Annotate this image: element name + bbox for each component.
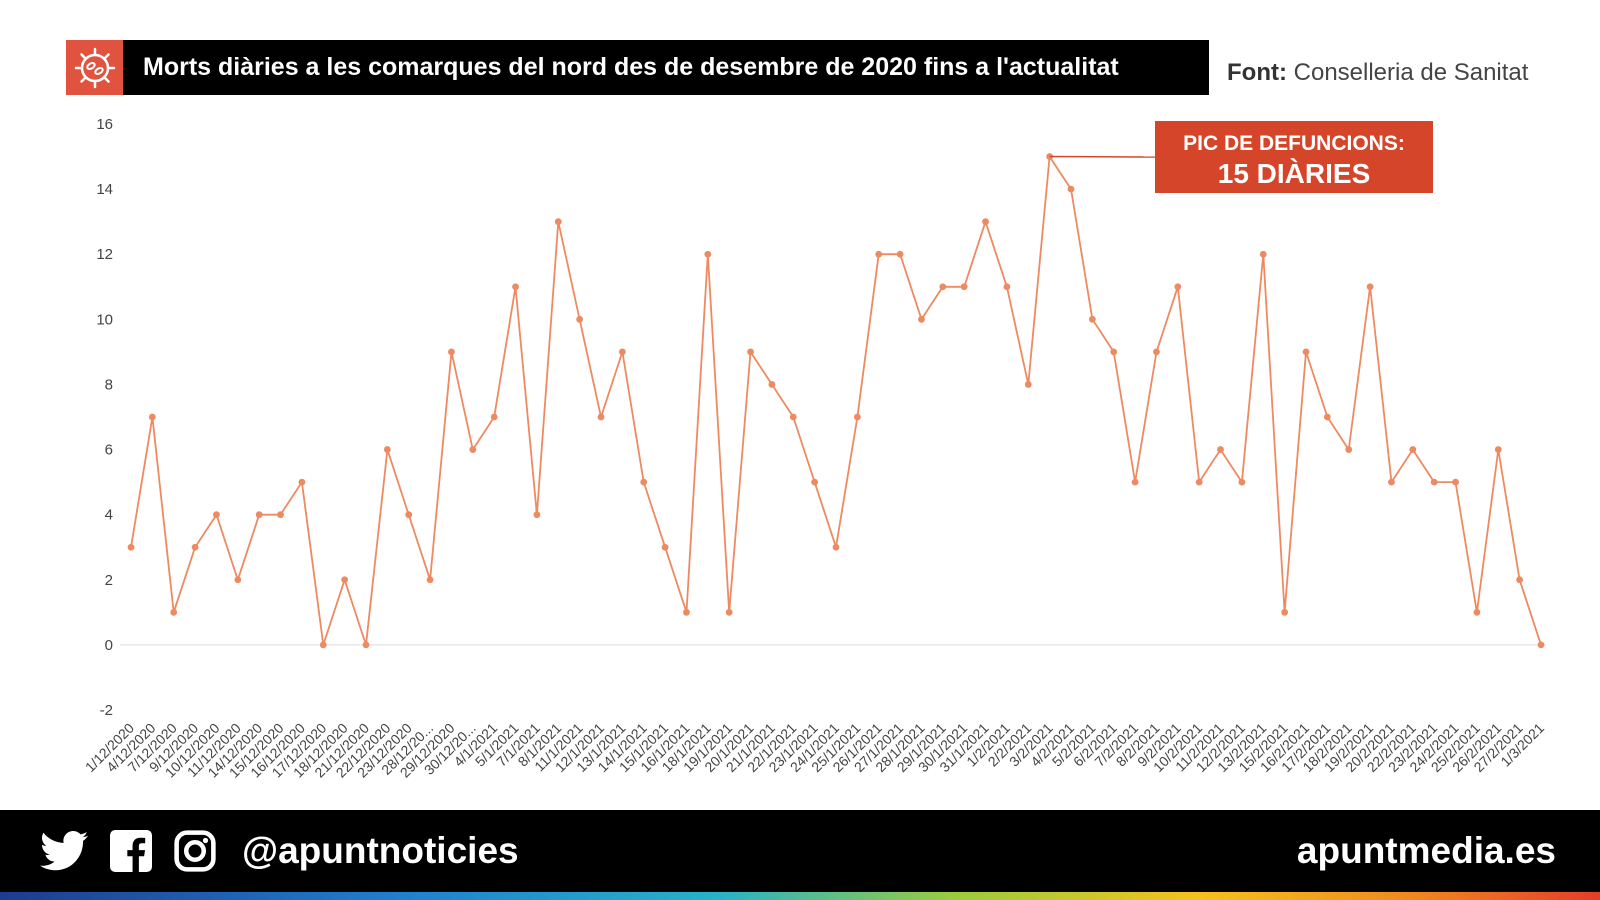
- data-point: [362, 641, 370, 649]
- data-point: [1067, 185, 1075, 193]
- y-axis: 16 14 12 10 8 6 4 2 0 -2: [96, 116, 113, 719]
- source-label: Font:: [1227, 59, 1287, 86]
- data-point: [127, 543, 135, 551]
- data-point: [1281, 608, 1289, 616]
- rainbow-stripe: [0, 892, 1600, 900]
- plot-area: [120, 153, 1545, 649]
- data-point: [405, 511, 413, 519]
- data-point: [725, 608, 733, 616]
- y-tick-label: 10: [96, 311, 113, 328]
- data-point: [618, 348, 626, 356]
- social-links: @apuntnoticies: [40, 810, 519, 892]
- data-point: [704, 250, 712, 258]
- data-point: [789, 413, 797, 421]
- data-point: [533, 511, 541, 519]
- data-point: [1217, 446, 1224, 453]
- data-point: [939, 283, 947, 291]
- data-point: [469, 446, 477, 453]
- data-point: [298, 478, 306, 486]
- data-point: [1088, 315, 1096, 323]
- data-point: [1110, 348, 1118, 356]
- data-point: [1452, 478, 1459, 486]
- data-point: [811, 478, 819, 486]
- y-tick-label: 8: [105, 376, 113, 393]
- data-point: [554, 218, 562, 226]
- y-tick-label: 0: [105, 637, 113, 654]
- data-point: [875, 250, 883, 258]
- data-point: [832, 543, 840, 551]
- data-point: [426, 576, 434, 584]
- callout-line2: 15 DIÀRIES: [1217, 158, 1371, 189]
- data-point: [1131, 478, 1139, 486]
- virus-icon: [66, 40, 123, 95]
- data-point: [896, 250, 904, 258]
- data-point: [1003, 283, 1011, 291]
- x-axis: 1/12/20204/12/20207/12/20209/12/202010/1…: [82, 720, 1548, 781]
- data-point: [918, 315, 925, 323]
- data-point: [1195, 478, 1203, 486]
- y-tick-label: -2: [100, 702, 113, 719]
- data-point: [148, 413, 156, 421]
- social-handle[interactable]: @apuntnoticies: [242, 830, 519, 871]
- data-point: [576, 315, 584, 323]
- instagram-icon[interactable]: [174, 830, 216, 872]
- data-point: [768, 381, 776, 388]
- title-bar: Morts diàries a les comarques del nord d…: [66, 40, 1209, 95]
- y-tick-label: 16: [96, 116, 113, 133]
- data-point: [341, 576, 349, 584]
- callout-line1: PIC DE DEFUNCIONS:: [1183, 132, 1405, 155]
- data-point: [1024, 381, 1032, 388]
- data-point: [683, 608, 690, 616]
- data-point: [597, 413, 605, 421]
- data-point: [213, 511, 220, 519]
- data-point: [383, 446, 391, 453]
- data-point: [1388, 478, 1395, 486]
- data-point: [640, 478, 648, 486]
- data-point: [319, 641, 327, 649]
- data-point: [1345, 446, 1353, 453]
- data-point: [490, 413, 498, 421]
- source-value: Conselleria de Sanitat: [1293, 59, 1529, 86]
- data-point: [853, 413, 861, 421]
- source-note: Font: Conselleria de Sanitat: [1227, 59, 1528, 87]
- data-point: [1259, 250, 1267, 258]
- data-point: [1302, 348, 1310, 356]
- line-chart: 16 14 12 10 8 6 4 2 0 -2 1/12/20204/12/20207/12/2…: [82, 116, 1548, 781]
- data-point: [982, 218, 989, 226]
- twitter-icon[interactable]: [40, 831, 88, 871]
- y-tick-label: 12: [96, 246, 113, 263]
- chart-title: Morts diàries a les comarques del nord d…: [143, 53, 1119, 81]
- data-point: [1473, 608, 1481, 616]
- site-url[interactable]: apuntmedia.es: [1296, 830, 1556, 871]
- data-point: [277, 511, 284, 519]
- facebook-icon[interactable]: [110, 830, 152, 872]
- data-point: [661, 543, 669, 551]
- data-point: [448, 348, 455, 356]
- data-point: [255, 511, 263, 519]
- data-point: [1516, 576, 1524, 584]
- y-tick-label: 6: [105, 442, 113, 459]
- y-tick-label: 4: [105, 507, 113, 524]
- data-point: [234, 576, 242, 584]
- data-point: [1174, 283, 1182, 291]
- data-point: [1430, 478, 1438, 486]
- data-point: [1366, 283, 1374, 291]
- y-tick-label: 2: [105, 572, 113, 589]
- y-tick-label: 14: [96, 181, 113, 198]
- data-point: [1494, 446, 1502, 453]
- data-point: [1409, 446, 1417, 453]
- series-line: [130, 155, 1542, 646]
- peak-callout: PIC DE DEFUNCIONS: 15 DIÀRIES: [1155, 121, 1433, 193]
- data-point: [191, 543, 199, 551]
- data-point: [512, 283, 519, 291]
- footer: @apuntnoticies apuntmedia.es: [0, 810, 1600, 892]
- data-point: [747, 348, 754, 356]
- data-point: [1153, 348, 1160, 356]
- data-point: [1238, 478, 1246, 486]
- data-point: [960, 283, 968, 291]
- data-point: [1537, 641, 1545, 649]
- data-point: [170, 608, 178, 616]
- data-point: [1323, 413, 1331, 421]
